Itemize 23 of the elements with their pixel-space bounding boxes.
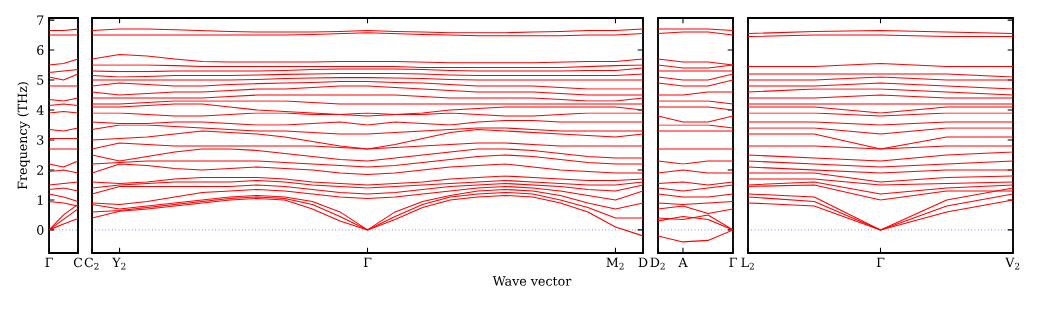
- x-tick-label: A: [678, 257, 688, 267]
- y-tick-label: 6: [37, 45, 44, 55]
- x-tick-label: Γ: [363, 257, 372, 267]
- x-tick-label: C: [73, 257, 83, 268]
- x-tick-label: M$_{2}$: [606, 257, 624, 270]
- y-tick-label: 7: [37, 15, 44, 25]
- y-tick-label: 1: [37, 195, 43, 205]
- x-axis-title: Wave vector: [492, 276, 572, 286]
- x-tick-label: C$_{2}$: [84, 257, 99, 270]
- y-tick-label: 2: [37, 165, 44, 175]
- y-tick-label: 3: [37, 135, 44, 145]
- x-tick-label: Γ: [45, 257, 53, 267]
- x-tick-label: L$_{2}$: [741, 257, 754, 270]
- y-tick-label: 4: [36, 105, 44, 115]
- x-tick-label: Y$_{2}$: [112, 257, 126, 270]
- y-axis-title: Frequency (THz): [17, 82, 30, 190]
- x-tick-label: D$_{2}$: [650, 257, 665, 270]
- y-tick-label: 5: [37, 75, 44, 85]
- x-tick-label: D: [638, 257, 648, 267]
- x-tick-label: V$_{2}$: [1005, 257, 1020, 270]
- x-tick-label: Γ: [876, 257, 885, 267]
- y-tick-label: 0: [37, 225, 44, 235]
- x-tick-label: Γ: [729, 257, 737, 267]
